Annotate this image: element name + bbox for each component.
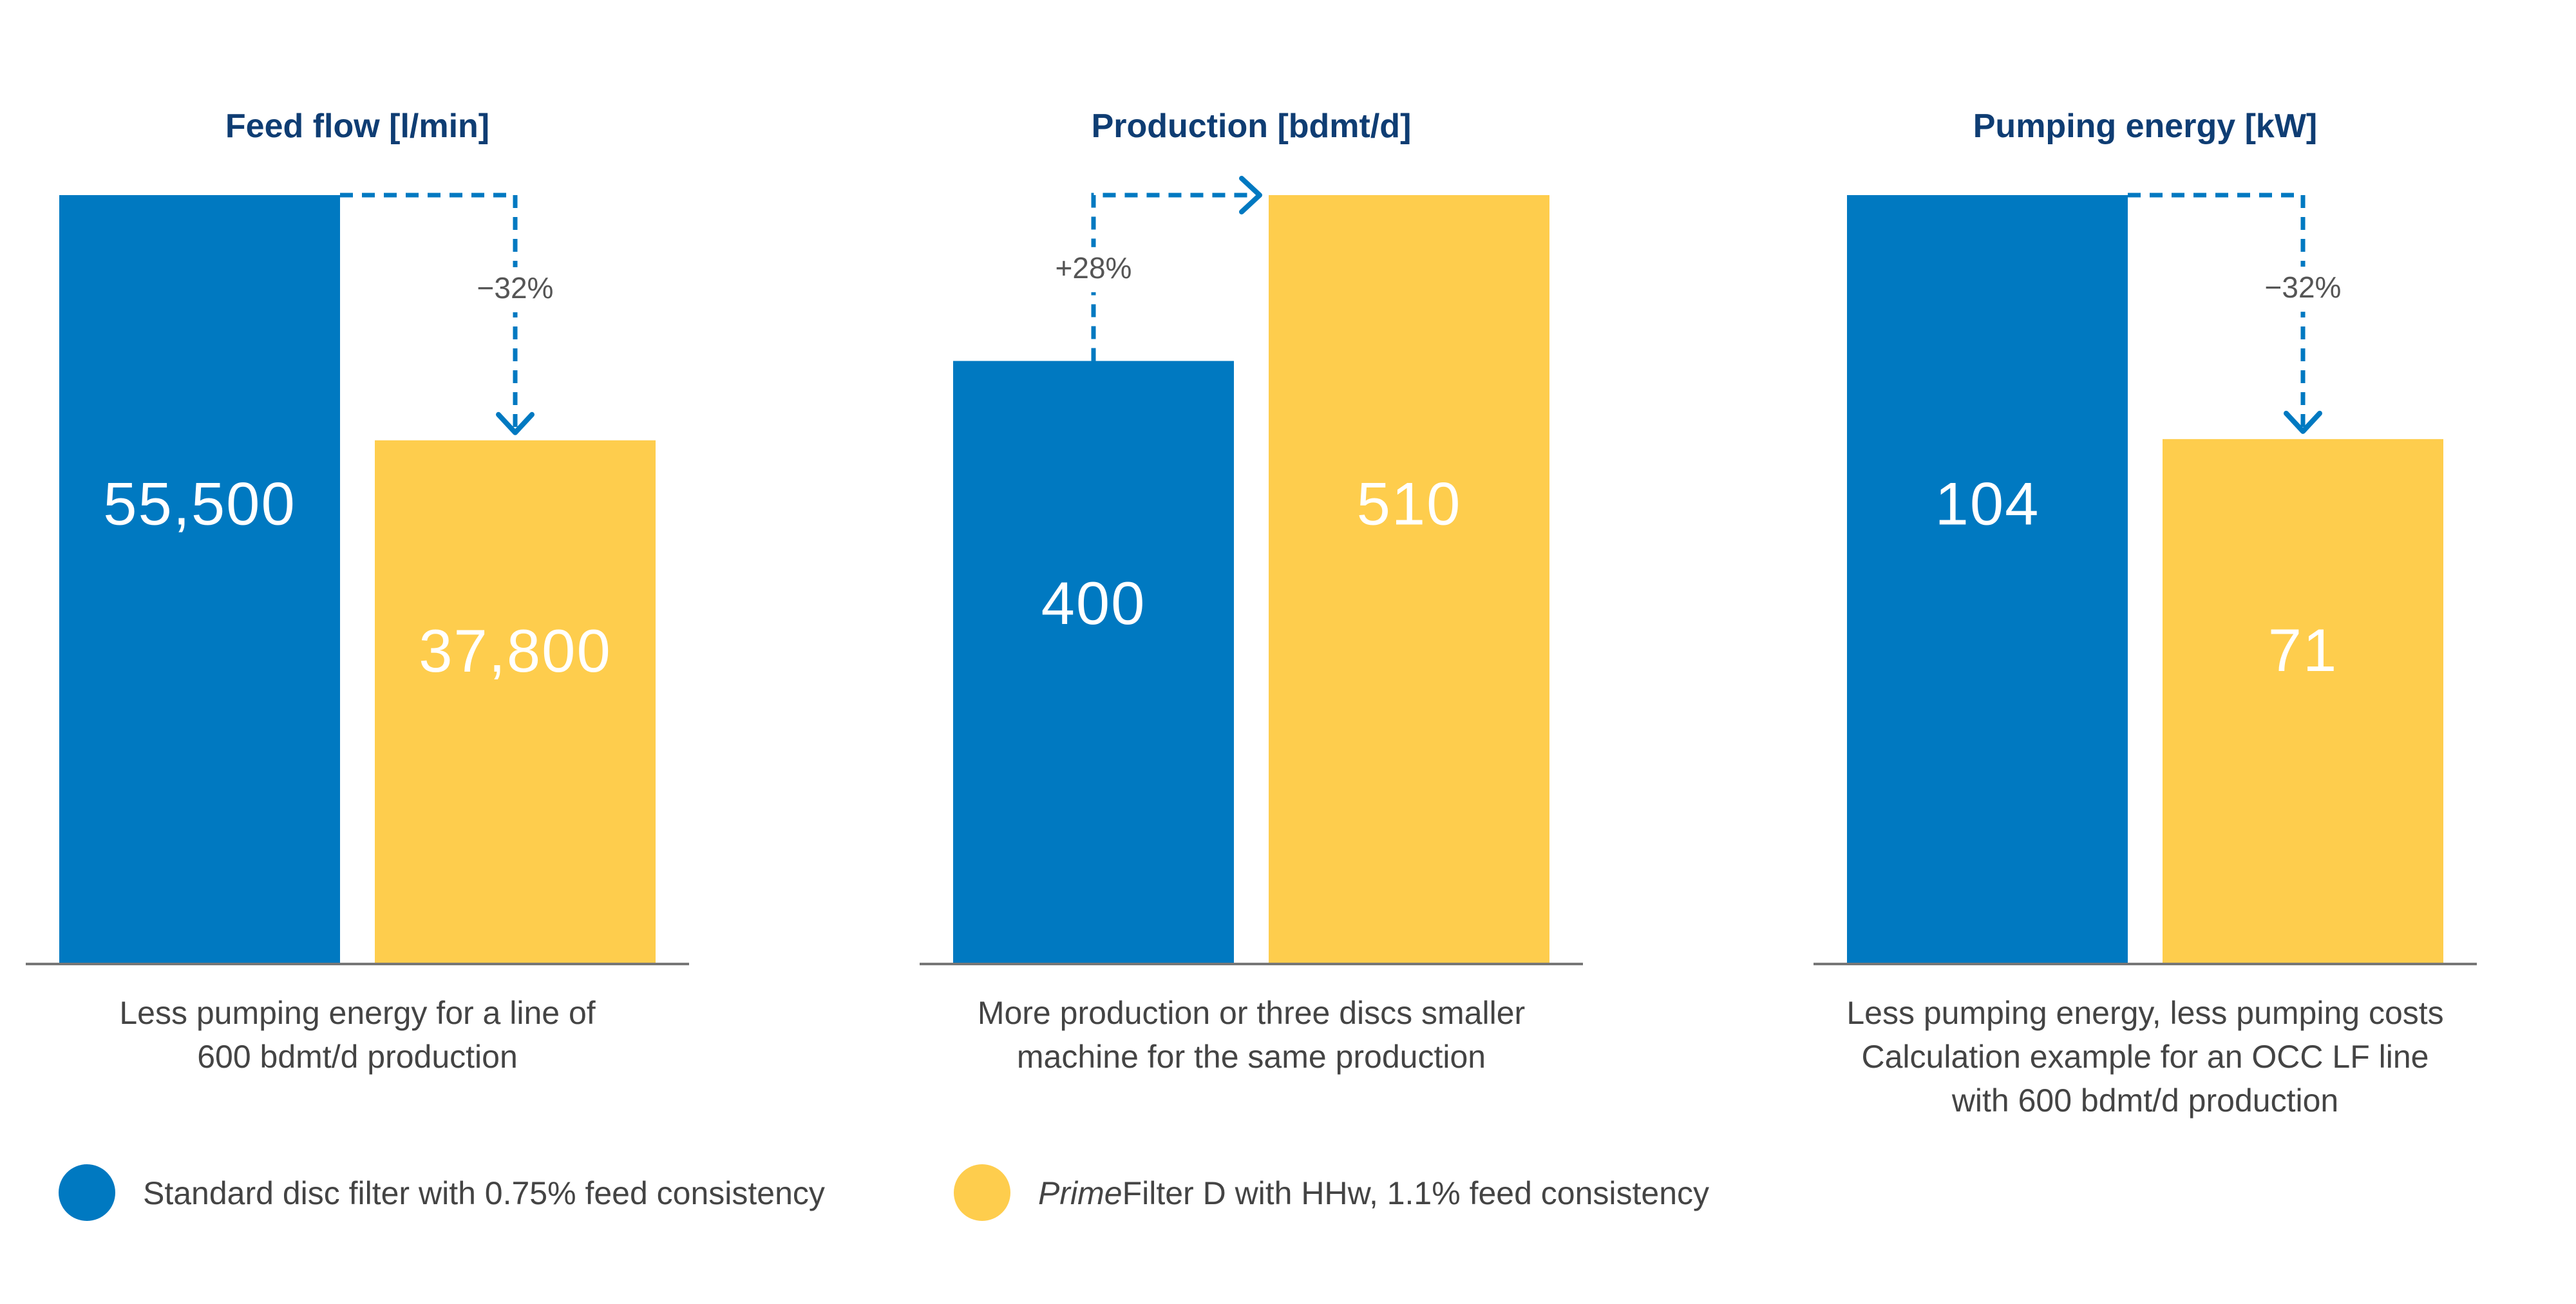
bar-value-label: 55,500 — [103, 470, 296, 538]
change-label: +28% — [1056, 251, 1132, 285]
legend-label: Standard disc filter with 0.75% feed con… — [143, 1175, 825, 1211]
caption-line: machine for the same production — [1017, 1039, 1486, 1075]
caption-line: Calculation example for an OCC LF line — [1862, 1039, 2429, 1075]
chart-caption: Less pumping energy for a line of 600 bdm… — [119, 995, 595, 1075]
bar-primefilter — [375, 440, 656, 964]
legend-swatch — [59, 1164, 115, 1221]
legend-item-1: Standard disc filter with 0.75% feed con… — [59, 1164, 825, 1221]
chart-panel-1: Feed flow [l/min] 55,500 37,800 −32% Less pu… — [26, 108, 689, 1075]
bar-value-label: 71 — [2268, 616, 2338, 684]
caption-line: More production or three discs smaller — [978, 995, 1525, 1031]
chart-caption: Less pumping energy, less pumping costs C… — [1846, 995, 2443, 1119]
caption-line: 600 bdmt/d production — [197, 1039, 518, 1075]
change-label: −32% — [2265, 270, 2342, 304]
chart-caption: More production or three discs smaller ma… — [978, 995, 1525, 1075]
bar-value-label: 510 — [1357, 470, 1462, 538]
legend-label: PrimeFilter D with HHw, 1.1% feed consis… — [1038, 1175, 1709, 1211]
bar-standard — [953, 361, 1234, 964]
bar-primefilter — [1269, 195, 1549, 964]
bar-value-label: 104 — [1935, 470, 2040, 538]
legend: Standard disc filter with 0.75% feed con… — [59, 1164, 1709, 1221]
chart-panel-3: Pumping energy [kW] 104 71 −32% Less pumping… — [1814, 108, 2477, 1119]
bar-standard — [1847, 195, 2128, 964]
legend-item-2: PrimeFilter D with HHw, 1.1% feed consis… — [954, 1164, 1709, 1221]
chart-title: Production [bdmt/d] — [1092, 108, 1412, 145]
chart-title: Pumping energy [kW] — [1973, 108, 2317, 145]
chart-panel-2: Production [bdmt/d] 400 510 +28% More produc… — [920, 108, 1583, 1075]
bar-standard — [59, 195, 340, 964]
change-arrow: +28% — [1042, 176, 1262, 361]
legend-swatch — [954, 1164, 1010, 1221]
chart-title: Feed flow [l/min] — [225, 108, 489, 145]
caption-line: with 600 bdmt/d production — [1951, 1082, 2338, 1119]
caption-line: Less pumping energy for a line of — [119, 995, 595, 1031]
bar-value-label: 37,800 — [419, 617, 612, 685]
bar-value-label: 400 — [1041, 569, 1146, 637]
change-arrow: −32% — [340, 193, 567, 435]
caption-line: Less pumping energy, less pumping costs — [1846, 995, 2443, 1031]
change-label: −32% — [477, 271, 554, 305]
bar-primefilter — [2163, 439, 2443, 964]
change-arrow: −32% — [2128, 193, 2354, 434]
